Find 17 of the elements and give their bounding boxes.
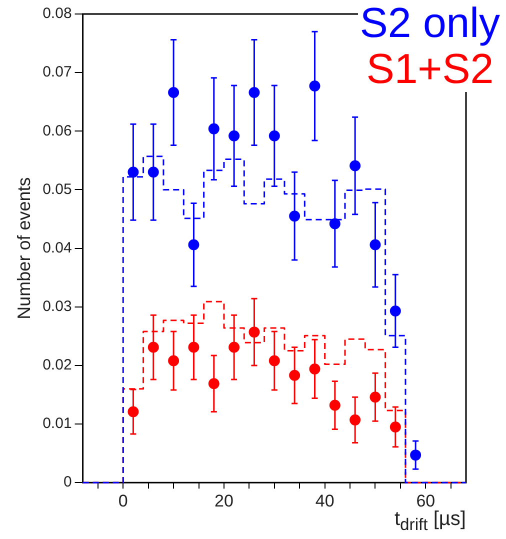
series-label: S2 only — [358, 0, 502, 46]
y-tick-label: 0 — [63, 474, 72, 491]
y-tick-label: 0.02 — [42, 356, 72, 374]
x-tick-label: 0 — [118, 491, 128, 510]
x-tick-label: 20 — [214, 491, 234, 510]
y-tick-label: 0.07 — [42, 64, 72, 81]
x-tick-label: 40 — [315, 491, 334, 510]
x-axis-title: t$_{drift}$ [µs] — [394, 508, 466, 535]
y-tick-label: 0.06 — [42, 122, 72, 140]
y-tick-label: 0.04 — [42, 239, 72, 256]
y-tick-label: 0.08 — [42, 5, 72, 22]
y-axis-title: Number of events — [14, 177, 34, 320]
x-tick-label: 60 — [416, 491, 436, 510]
y-tick-label: 0.03 — [42, 298, 72, 316]
y-tick-label: 0.01 — [42, 415, 72, 432]
text: S1+S2 — [358, 45, 502, 92]
y-tick-label: 0.05 — [42, 180, 72, 198]
